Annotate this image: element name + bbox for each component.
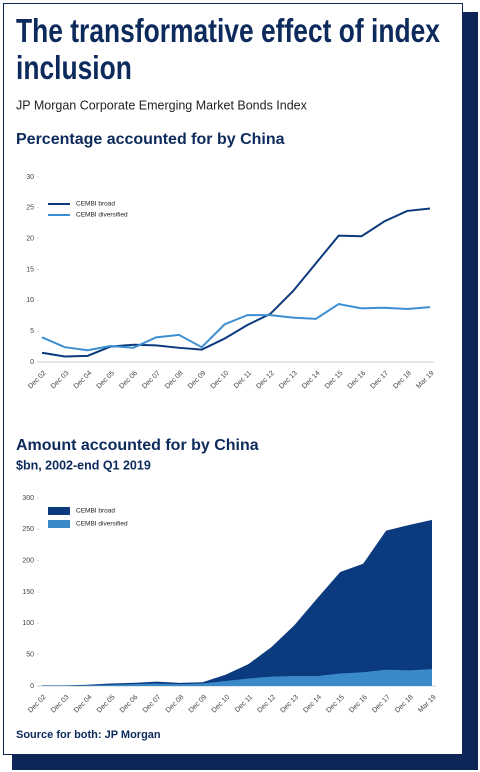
x-tick-label: Dec 03 (50, 370, 71, 391)
x-tick-label: Mar 19 (415, 370, 435, 390)
y-tick-label: 25 (26, 205, 34, 212)
x-tick-label: Dec 07 (142, 694, 163, 715)
x-tick-label: Dec 07 (141, 370, 162, 391)
x-tick-label: Dec 10 (210, 370, 231, 391)
x-tick-label: Dec 03 (50, 694, 71, 715)
legend-label: CEMBI broad (76, 508, 115, 515)
y-tick-label: 30 (26, 174, 34, 181)
y-tick-label: 5 (30, 328, 34, 335)
x-tick-label: Dec 16 (347, 370, 368, 391)
x-tick-label: Dec 14 (301, 370, 322, 391)
x-tick-label: Dec 13 (278, 370, 299, 391)
x-tick-label: Dec 12 (256, 694, 277, 715)
y-tick-label: 50 (26, 652, 34, 659)
legend-label: CEMBI broad (76, 201, 115, 208)
x-tick-label: Dec 17 (371, 694, 392, 715)
series-area (42, 669, 432, 686)
x-tick-label: Dec 14 (302, 694, 323, 715)
series-line (41, 302, 431, 352)
chart-title: Amount accounted for by China (16, 437, 259, 454)
x-tick-label: Dec 09 (188, 694, 209, 715)
x-tick-label: Dec 04 (73, 694, 94, 715)
y-tick-label: 100 (22, 620, 34, 627)
x-tick-label: Dec 12 (255, 370, 276, 391)
x-tick-label: Dec 11 (234, 694, 254, 714)
x-tick-label: Dec 05 (96, 370, 117, 391)
x-tick-label: Dec 17 (369, 370, 390, 391)
y-tick-label: 20 (26, 236, 34, 243)
x-tick-label: Dec 15 (324, 370, 345, 391)
series-line (41, 207, 431, 358)
x-tick-label: Dec 11 (233, 370, 253, 390)
x-tick-label: Dec 18 (392, 370, 413, 391)
y-tick-label: 0 (30, 683, 34, 690)
y-tick-label: 200 (22, 558, 34, 565)
series-area (42, 519, 432, 686)
legend-swatch (48, 507, 70, 515)
x-tick-label: Dec 05 (96, 694, 117, 715)
x-tick-label: Dec 15 (325, 694, 346, 715)
x-tick-label: Dec 02 (27, 694, 48, 715)
x-tick-label: Mar 19 (417, 694, 437, 714)
x-tick-label: Dec 16 (348, 694, 369, 715)
x-tick-label: Dec 08 (164, 370, 185, 391)
page-subtitle: JP Morgan Corporate Emerging Market Bond… (16, 98, 308, 112)
legend-label: CEMBI diversified (76, 212, 128, 219)
y-tick-label: 250 (22, 526, 34, 533)
y-tick-label: 0 (30, 359, 34, 366)
source-note: Source for both: JP Morgan (16, 729, 161, 741)
legend-swatch (48, 520, 70, 528)
chart-subtitle: $bn, 2002-end Q1 2019 (16, 458, 151, 472)
x-tick-label: Dec 04 (73, 370, 94, 391)
legend-label: CEMBI diversified (76, 521, 128, 528)
x-tick-label: Dec 13 (279, 694, 300, 715)
x-tick-label: Dec 06 (118, 370, 139, 391)
x-tick-label: Dec 18 (394, 694, 415, 715)
x-tick-label: Dec 08 (165, 694, 186, 715)
x-tick-label: Dec 06 (119, 694, 140, 715)
page-title: The transformative effect of index inclu… (16, 12, 440, 86)
y-tick-label: 300 (22, 495, 34, 502)
y-tick-label: 10 (26, 297, 34, 304)
x-tick-label: Dec 02 (27, 370, 48, 391)
x-tick-label: Dec 09 (187, 370, 208, 391)
y-tick-label: 150 (22, 589, 34, 596)
y-tick-label: 15 (26, 266, 34, 273)
x-tick-label: Dec 10 (211, 694, 232, 715)
chart-title: Percentage accounted for by China (16, 131, 285, 148)
